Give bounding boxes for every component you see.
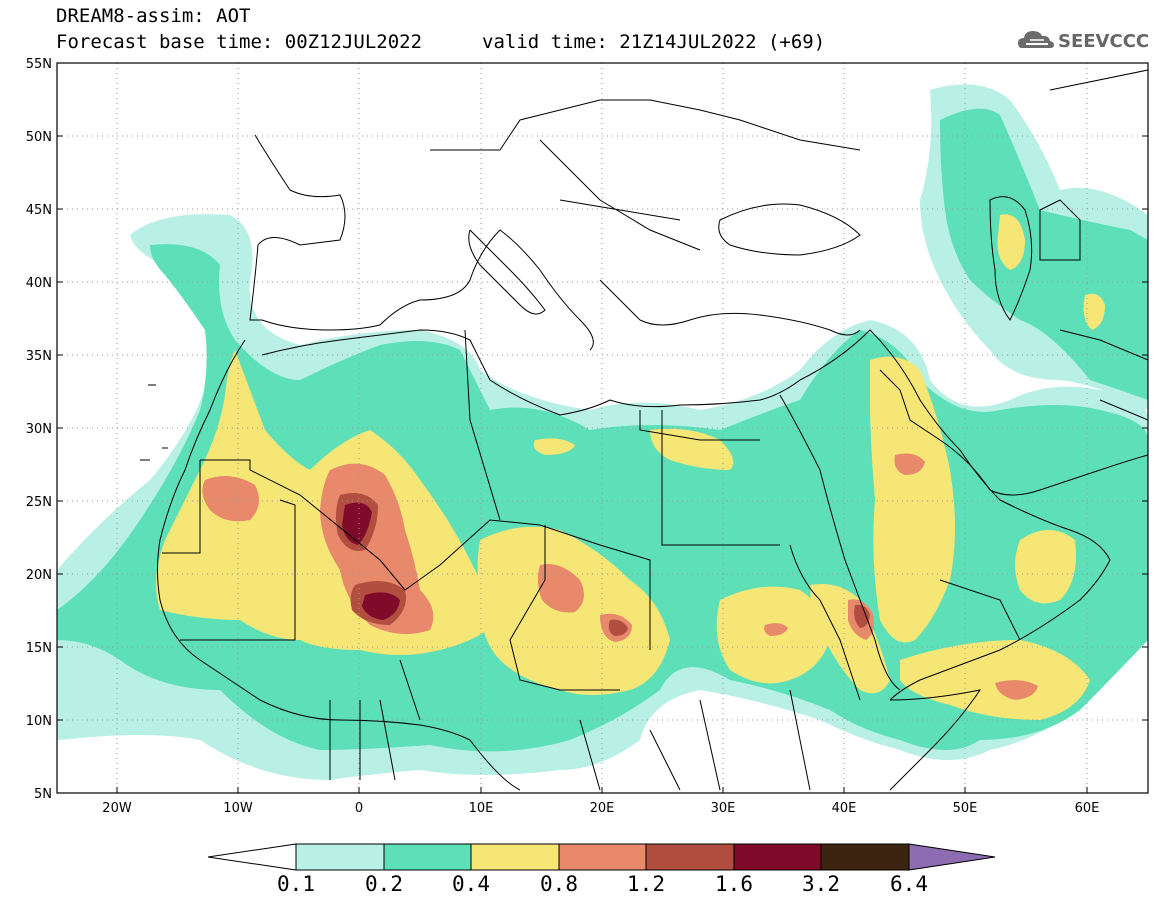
colorbar-swatch bbox=[558, 843, 647, 871]
cloud-icon bbox=[1018, 31, 1054, 48]
map-title: DREAM8-assim: AOT bbox=[56, 5, 251, 27]
lon-labels: 20W 10W 0 10E 20E 30E 40E 50E 60E bbox=[102, 801, 1099, 816]
colorbar-label: 0.2 bbox=[365, 872, 403, 896]
lat-label: 35N bbox=[26, 349, 52, 364]
lat-label: 50N bbox=[26, 130, 52, 145]
lat-label: 45N bbox=[26, 203, 52, 218]
lat-label: 5N bbox=[34, 787, 52, 802]
colorbar-label: 0.8 bbox=[540, 872, 578, 896]
lon-label: 10E bbox=[469, 801, 494, 816]
colorbar-label: 6.4 bbox=[890, 872, 928, 896]
lon-label: 40E bbox=[832, 801, 857, 816]
lat-labels: 55N 50N 45N 40N 35N 30N 25N 20N 15N 10N … bbox=[26, 57, 52, 802]
lat-label: 30N bbox=[26, 422, 52, 437]
lon-label: 60E bbox=[1075, 801, 1100, 816]
lon-label: 0 bbox=[355, 801, 363, 816]
colorbar bbox=[207, 843, 996, 871]
colorbar-swatch bbox=[383, 843, 472, 871]
lon-label: 10W bbox=[223, 801, 253, 816]
valid-time: valid time: 21Z14JUL2022 (+69) bbox=[482, 31, 826, 53]
colorbar-label: 1.6 bbox=[715, 872, 753, 896]
colorbar-low-arrow bbox=[207, 843, 297, 871]
colorbar-label: 0.1 bbox=[277, 872, 315, 896]
colorbar-swatch bbox=[733, 843, 822, 871]
lat-label: 20N bbox=[26, 568, 52, 583]
aot-field bbox=[57, 84, 1148, 780]
colorbar-swatch bbox=[470, 843, 560, 871]
colorbar-high-arrow bbox=[908, 843, 996, 871]
lat-label: 25N bbox=[26, 495, 52, 510]
lon-label: 20E bbox=[590, 801, 615, 816]
lon-label: 20W bbox=[102, 801, 132, 816]
colorbar-swatch bbox=[820, 843, 910, 871]
forecast-base-time: Forecast base time: 00Z12JUL2022 bbox=[56, 31, 423, 53]
lat-label: 55N bbox=[26, 57, 52, 72]
lat-label: 15N bbox=[26, 641, 52, 656]
lat-label: 40N bbox=[26, 276, 52, 291]
lon-label: 50E bbox=[953, 801, 978, 816]
coastlines bbox=[140, 69, 1148, 791]
colorbar-label: 3.2 bbox=[802, 872, 840, 896]
colorbar-swatch bbox=[295, 843, 385, 871]
colorbar-label: 0.4 bbox=[452, 872, 490, 896]
aot-contour-1.6 bbox=[342, 502, 372, 545]
colorbar-label: 1.2 bbox=[627, 872, 665, 896]
lon-label: 30E bbox=[711, 801, 736, 816]
logo-text: SEEVCCC bbox=[1058, 31, 1150, 52]
lat-label: 10N bbox=[26, 714, 52, 729]
colorbar-swatch bbox=[645, 843, 735, 871]
